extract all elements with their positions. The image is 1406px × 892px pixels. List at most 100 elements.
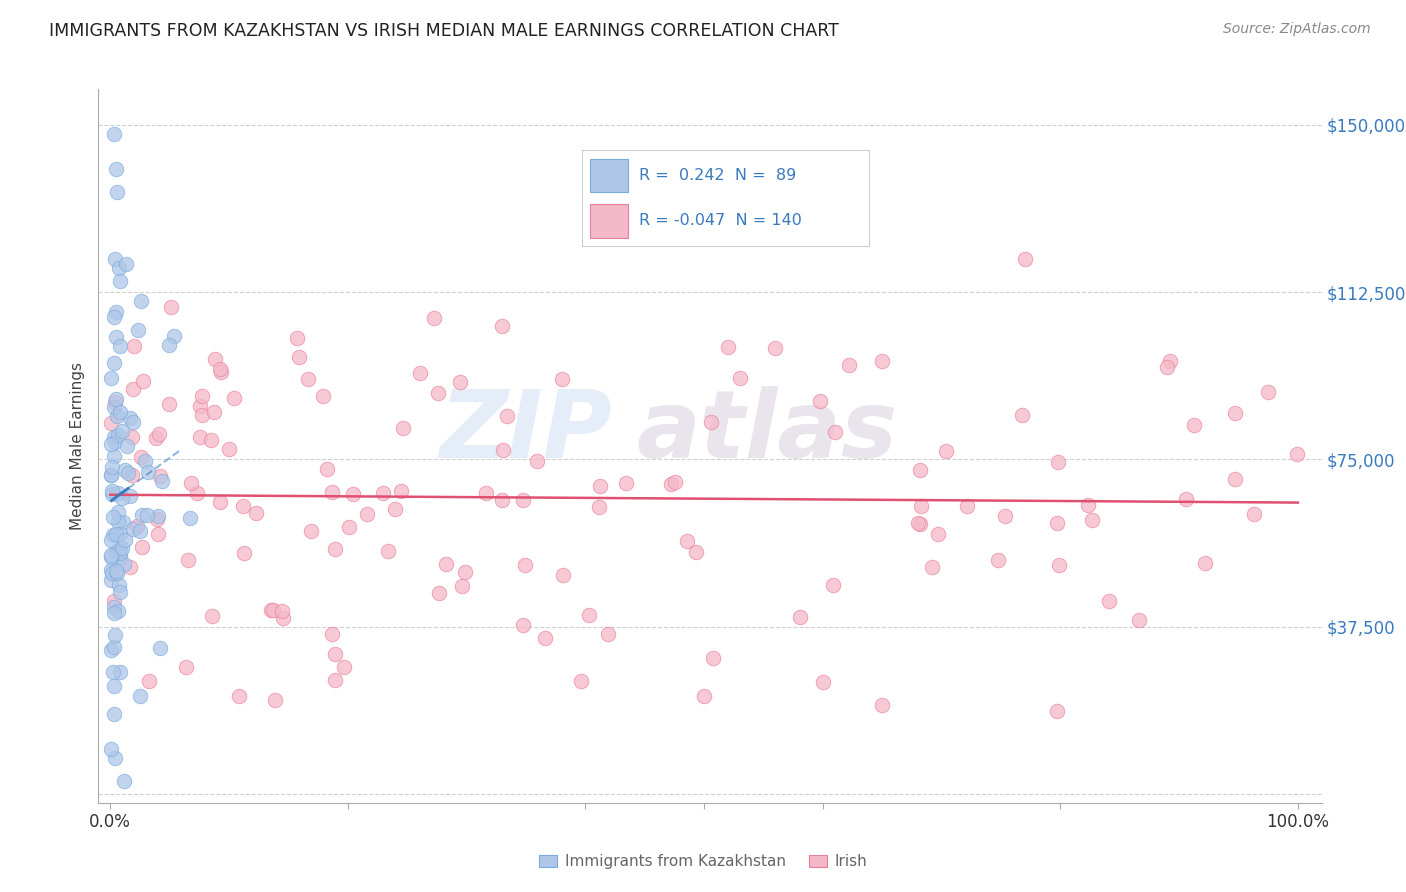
Point [956, 499, 979, 513]
Text: ZIP: ZIP [439, 385, 612, 478]
Point [191, 388, 214, 402]
Point [987, 553, 1010, 567]
Point [454, 566, 477, 580]
Point [108, 274, 131, 288]
Point [108, 546, 131, 560]
Point [108, 405, 131, 419]
Point [120, 489, 142, 503]
Point [107, 185, 129, 199]
Point [434, 558, 457, 572]
Point [112, 558, 135, 572]
Point [100, 533, 122, 548]
Point [659, 477, 682, 491]
Point [1098, 593, 1121, 607]
Point [271, 611, 294, 625]
Point [426, 385, 449, 400]
Point [136, 508, 159, 522]
Point [132, 374, 155, 388]
Point [105, 305, 128, 319]
Point [512, 617, 534, 632]
Point [100, 468, 122, 483]
Point [122, 383, 145, 397]
Point [513, 558, 536, 572]
Point [105, 564, 128, 578]
Point [103, 356, 125, 370]
Point [103, 599, 125, 614]
Point [685, 545, 707, 559]
Point [103, 430, 125, 444]
Point [321, 485, 343, 500]
Point [100, 371, 122, 385]
Point [108, 541, 131, 555]
Point [1046, 704, 1069, 718]
Point [111, 516, 134, 530]
Point [104, 751, 127, 765]
Point [1223, 472, 1246, 486]
Point [103, 127, 125, 141]
Point [287, 331, 309, 345]
Point [534, 631, 557, 645]
Point [927, 527, 949, 541]
Bar [591, 203, 627, 237]
Point [702, 650, 724, 665]
Point [824, 425, 846, 439]
Point [162, 328, 184, 343]
Point [148, 527, 170, 541]
Point [104, 628, 127, 642]
Point [384, 501, 406, 516]
Point [100, 549, 122, 564]
Point [312, 389, 335, 403]
Point [148, 426, 170, 441]
Point [138, 465, 160, 479]
Point [103, 679, 125, 693]
Point [108, 550, 131, 565]
Point [104, 252, 127, 266]
Point [371, 486, 394, 500]
Point [100, 643, 122, 657]
Point [131, 540, 153, 554]
Point [100, 437, 122, 451]
Point [121, 467, 143, 482]
Point [204, 352, 226, 367]
Point [101, 487, 124, 501]
Point [103, 706, 125, 721]
Legend: Immigrants from Kazakhstan, Irish: Immigrants from Kazakhstan, Irish [533, 848, 873, 875]
Text: IMMIGRANTS FROM KAZAKHSTAN VS IRISH MEDIAN MALE EARNINGS CORRELATION CHART: IMMIGRANTS FROM KAZAKHSTAN VS IRISH MEDI… [49, 22, 839, 40]
Point [104, 545, 127, 559]
Point [176, 659, 198, 673]
Point [115, 439, 138, 453]
Point [1194, 556, 1216, 570]
Point [1128, 613, 1150, 627]
Point [100, 573, 122, 587]
Point [100, 416, 122, 430]
Point [808, 393, 831, 408]
Point [389, 483, 412, 498]
Point [496, 409, 519, 423]
Point [451, 579, 474, 593]
Point [121, 429, 143, 443]
Point [512, 493, 534, 508]
Point [1080, 513, 1102, 527]
Point [105, 330, 128, 344]
Point [111, 491, 134, 506]
Point [1014, 252, 1036, 266]
Point [297, 372, 319, 386]
Point [763, 341, 786, 355]
Point [1174, 491, 1197, 506]
Point [105, 545, 128, 559]
Point [1182, 417, 1205, 432]
Point [589, 479, 612, 493]
Point [263, 693, 285, 707]
Point [138, 673, 160, 688]
Point [129, 294, 152, 309]
Point [700, 416, 723, 430]
Point [107, 427, 129, 442]
Point [1286, 447, 1309, 461]
Point [262, 603, 284, 617]
Point [129, 524, 152, 538]
Point [245, 506, 267, 520]
Point [125, 519, 148, 533]
Point [108, 338, 131, 352]
Point [101, 484, 124, 499]
Point [115, 257, 138, 271]
